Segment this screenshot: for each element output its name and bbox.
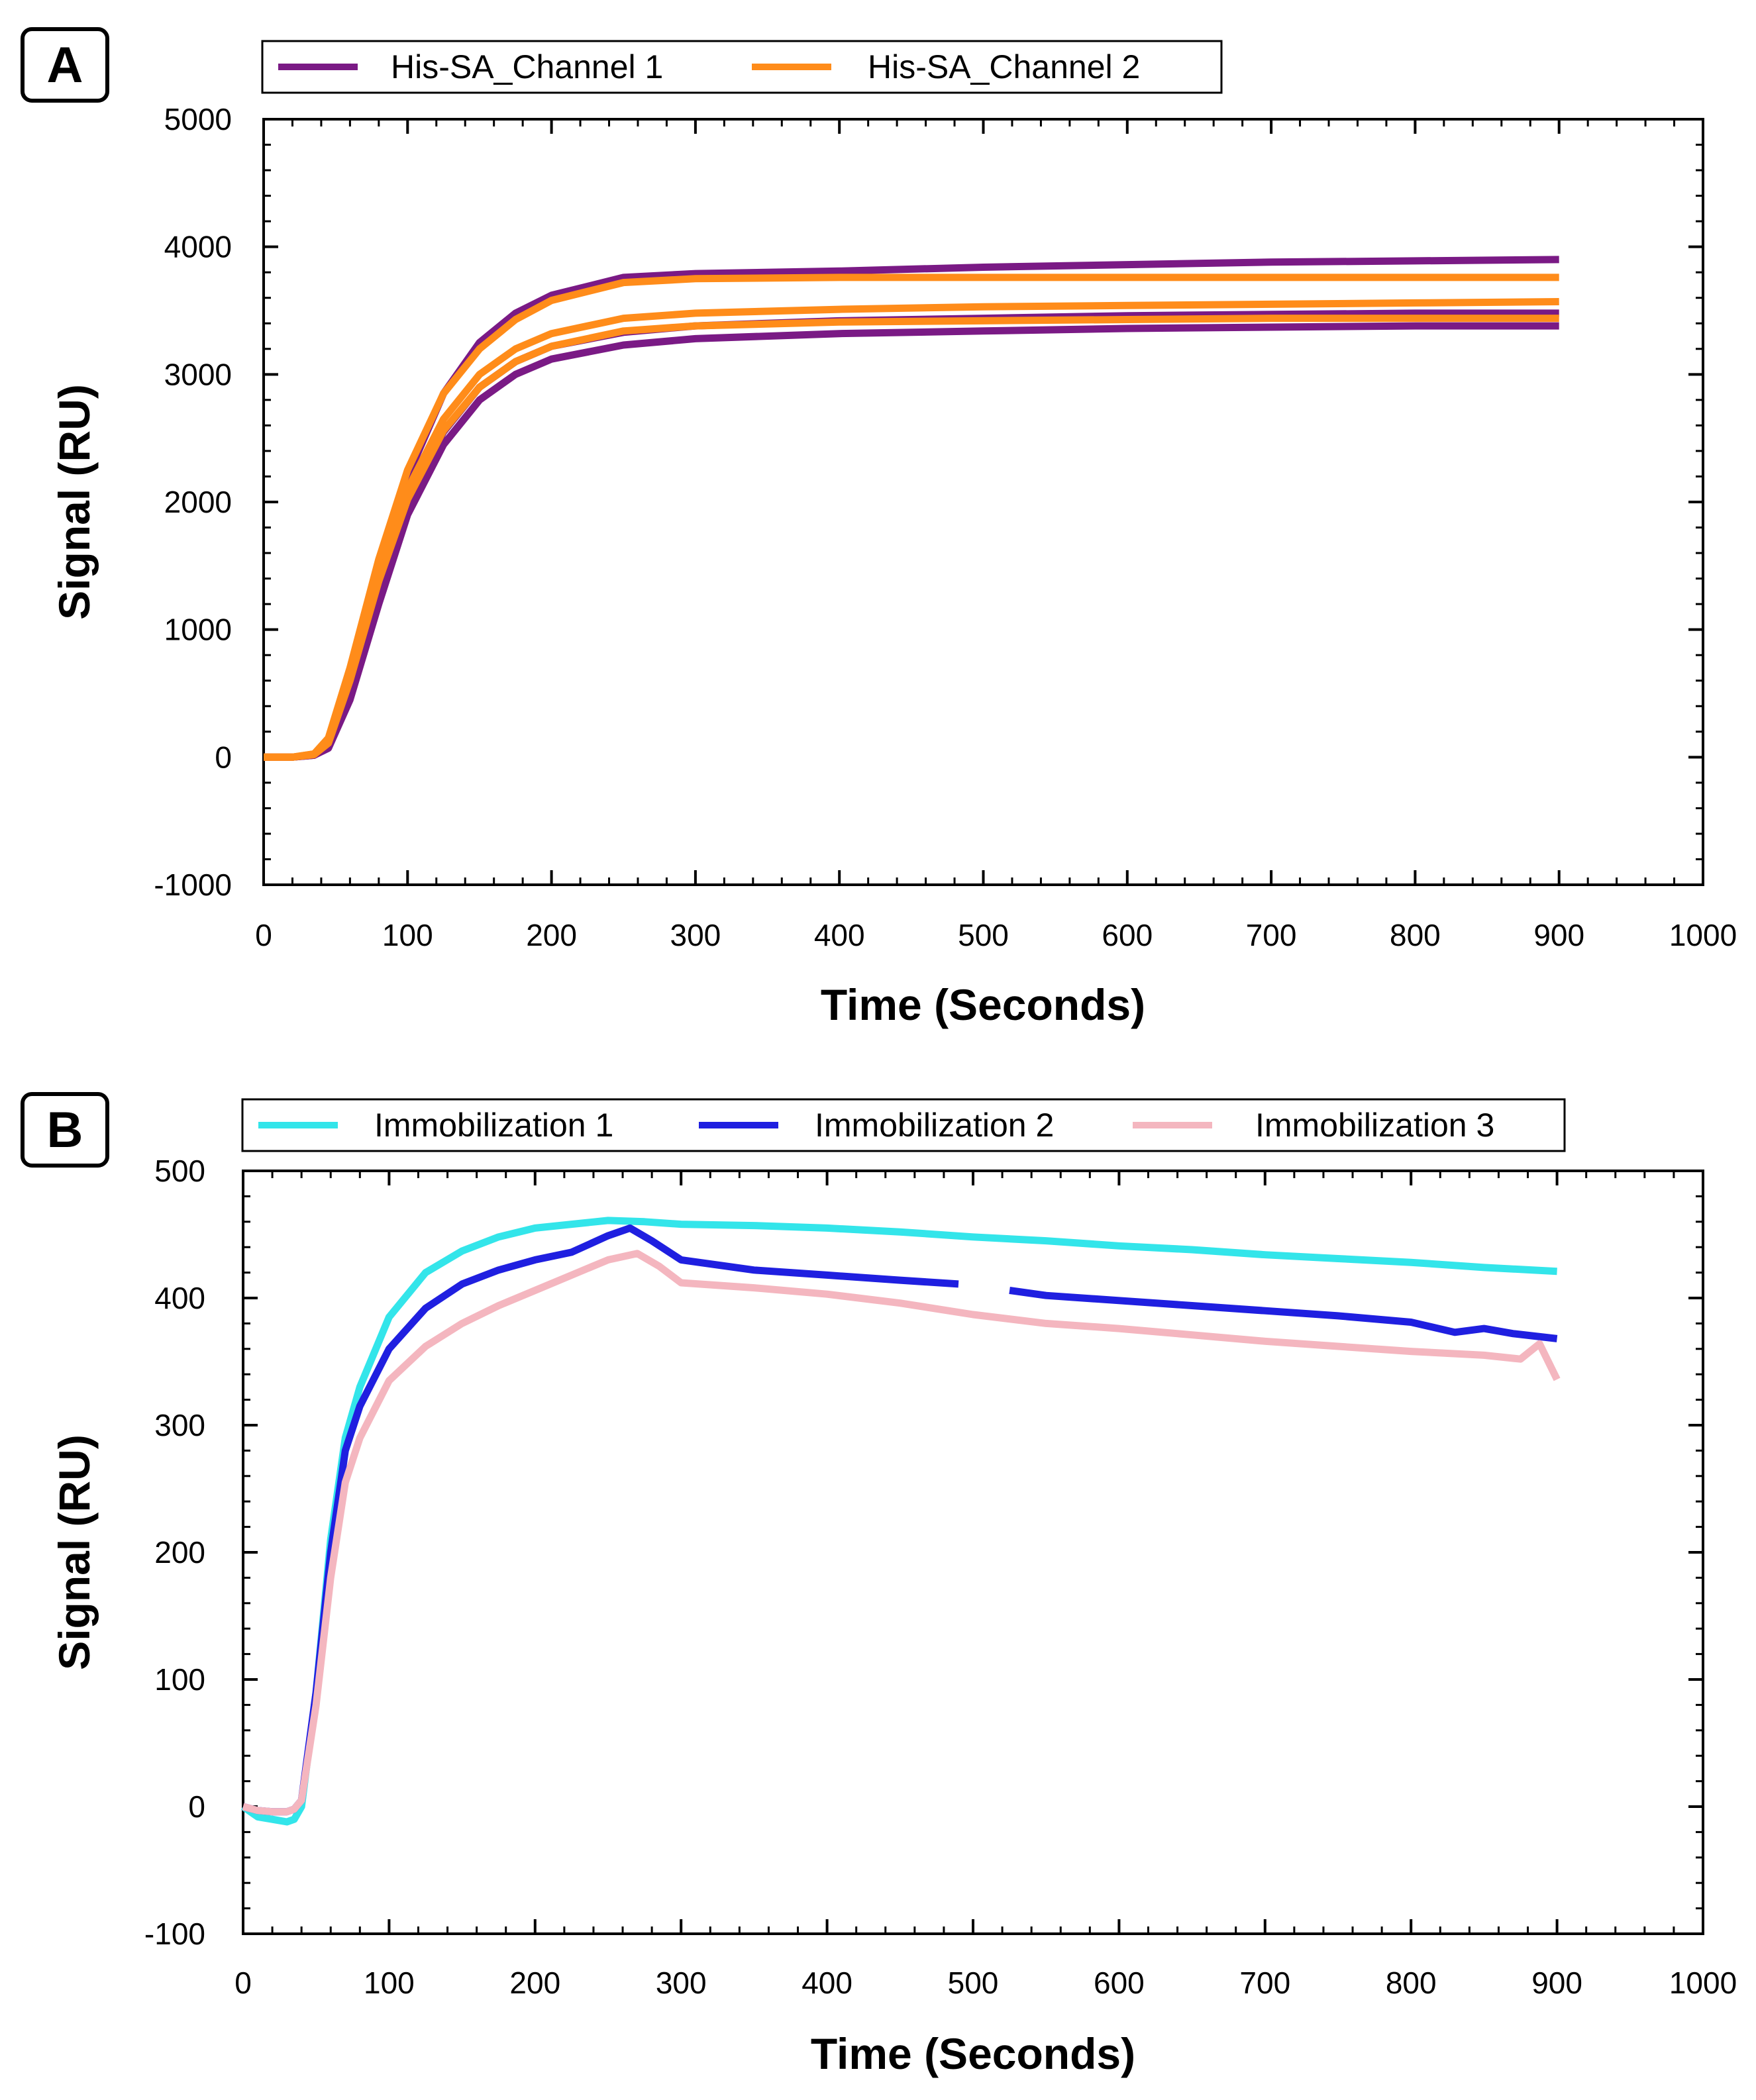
- y-tick-label: 5000: [164, 102, 232, 136]
- legend-label: Immobilization 2: [815, 1107, 1054, 1144]
- x-tick-label: 0: [255, 918, 272, 952]
- x-tick-label: 500: [948, 1966, 999, 2000]
- series-line: [1009, 1287, 1558, 1342]
- y-tick-label: 200: [154, 1535, 205, 1570]
- x-tick-label: 100: [382, 918, 433, 952]
- y-tick-label: 0: [215, 740, 232, 774]
- y-tick-label: 4000: [164, 230, 232, 264]
- panel-b-label: B: [47, 1102, 83, 1158]
- panel-a-x-axis-title: Time (Seconds): [821, 980, 1145, 1029]
- series-line: [264, 315, 1559, 761]
- y-tick-label: 400: [154, 1281, 205, 1315]
- y-tick-label: 500: [154, 1154, 205, 1188]
- panel-a: A His-SA_Channel 1 His-SA_Channel 2 0 100…: [21, 27, 1737, 1029]
- x-tick-label: 700: [1246, 918, 1297, 952]
- y-tick-label: -100: [144, 1917, 205, 1951]
- panel-b-y-axis-title: Signal (RU): [50, 1434, 99, 1670]
- panel-a-ticks: [262, 118, 1704, 886]
- series-line: [264, 274, 1559, 761]
- x-tick-label: 600: [1102, 918, 1153, 952]
- x-tick-label: 500: [958, 918, 1009, 952]
- panel-a-legend-item-1: His-SA_Channel 1: [278, 48, 663, 85]
- x-tick-label: 300: [670, 918, 721, 952]
- y-tick-label: 100: [154, 1662, 205, 1697]
- x-tick-label: 1000: [1669, 1966, 1737, 2000]
- panel-b-legend-item-2: Immobilization 2: [699, 1107, 1054, 1144]
- legend-label: His-SA_Channel 1: [391, 48, 663, 85]
- panel-b-legend-item-3: Immobilization 3: [1133, 1107, 1494, 1144]
- x-tick-label: 0: [234, 1966, 252, 2000]
- x-tick-label: 800: [1390, 918, 1441, 952]
- x-tick-label: 200: [526, 918, 577, 952]
- x-tick-label: 100: [364, 1966, 415, 2000]
- legend-label: Immobilization 3: [1255, 1107, 1494, 1144]
- x-tick-label: 800: [1386, 1966, 1437, 2000]
- panel-a-label: A: [47, 37, 83, 93]
- x-tick-label: 200: [509, 1966, 560, 2000]
- panel-a-legend: [261, 40, 1223, 94]
- series-line: [242, 1224, 959, 1816]
- y-tick-label: -1000: [154, 868, 232, 902]
- panel-a-legend-item-2: His-SA_Channel 2: [752, 48, 1140, 85]
- x-tick-label: 400: [814, 918, 865, 952]
- y-tick-label: 1000: [164, 613, 232, 647]
- y-tick-label: 2000: [164, 485, 232, 519]
- panel-b-ticks: [242, 1170, 1704, 1935]
- x-tick-label: 700: [1239, 1966, 1290, 2000]
- x-tick-label: 400: [801, 1966, 852, 2000]
- panel-b-x-axis-title: Time (Seconds): [811, 2029, 1135, 2078]
- series-line: [242, 1250, 1561, 1816]
- x-tick-label: 1000: [1669, 918, 1737, 952]
- panel-b-x-tick-labels: 0 100 200 300 400 500 600 700 800 900 1000: [234, 1966, 1737, 2000]
- panel-a-y-axis-title: Signal (RU): [50, 384, 99, 620]
- panel-a-series: [264, 256, 1559, 761]
- panel-b-legend-item-1: Immobilization 1: [258, 1107, 613, 1144]
- panel-a-y-tick-labels: -1000 0 1000 2000 3000 4000 5000: [154, 102, 232, 902]
- y-tick-label: 3000: [164, 357, 232, 391]
- y-tick-label: 300: [154, 1408, 205, 1442]
- series-line: [264, 322, 1559, 761]
- panel-a-label-box: [21, 27, 109, 103]
- x-tick-label: 900: [1531, 1966, 1582, 2000]
- x-tick-label: 600: [1094, 1966, 1145, 2000]
- y-tick-label: 0: [188, 1789, 205, 1824]
- series-line: [240, 1217, 1557, 1826]
- x-tick-label: 300: [656, 1966, 707, 2000]
- panel-b-label-box: [21, 1092, 109, 1168]
- panel-b-series: [240, 1217, 1561, 1826]
- panel-b-y-tick-labels: -100 0 100 200 300 400 500: [144, 1154, 205, 1951]
- x-tick-label: 900: [1533, 918, 1584, 952]
- panel-a-plot-frame: [262, 118, 1704, 886]
- legend-label: His-SA_Channel 2: [868, 48, 1140, 85]
- panel-a-x-tick-labels: 0 100 200 300 400 500 600 700 800 900 1000: [255, 918, 1737, 952]
- panel-b: B Immobilization 1 Immobilization 2 Immo…: [21, 1092, 1737, 2078]
- panel-b-legend: [241, 1098, 1566, 1152]
- legend-label: Immobilization 1: [374, 1107, 613, 1144]
